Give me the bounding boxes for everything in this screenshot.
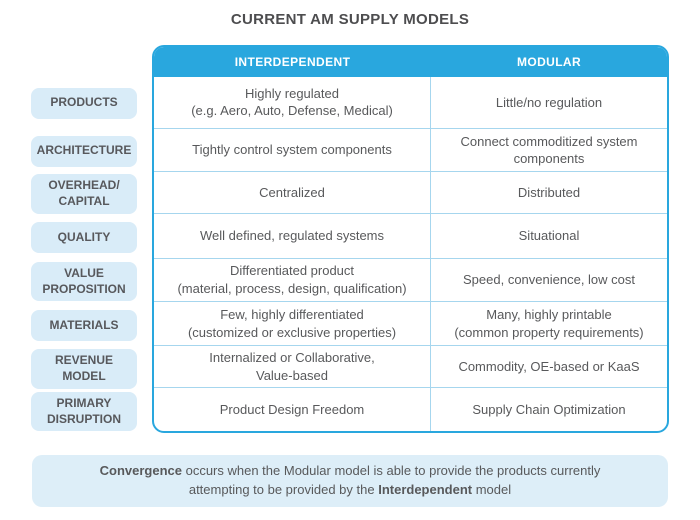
cell-overhead-interdependent: Centralized — [154, 172, 432, 214]
column-header-modular: MODULAR — [516, 55, 582, 69]
label-slot: PRIMARY DISRUPTION — [31, 390, 137, 433]
cell-disruption-interdependent: Product Design Freedom — [154, 388, 432, 431]
cell-revenue-interdependent: Internalized or Collaborative, Value-bas… — [154, 346, 432, 388]
convergence-term: Convergence — [99, 463, 182, 479]
row-label-value-proposition: VALUE PROPOSITION — [31, 261, 137, 302]
table-row-architecture: Tightly control system components Connec… — [154, 128, 667, 173]
row-label-quality: QUALITY — [31, 222, 137, 253]
cell-revenue-modular: Commodity, OE-based or KaaS — [458, 359, 640, 375]
cell-products-modular: Little/no regulation — [495, 94, 603, 110]
comparison-table: INTERDEPENDENT MODULAR Highly regulated … — [152, 45, 669, 433]
label-slot: REVENUE MODEL — [31, 348, 137, 390]
cell-quality-modular: Situational — [518, 228, 580, 244]
cell-quality-interdependent: Well defined, regulated systems — [154, 214, 432, 258]
row-labels-column: PRODUCTS ARCHITECTURE OVERHEAD/ CAPITAL … — [31, 77, 137, 433]
row-label-products: PRODUCTS — [31, 87, 137, 119]
table-row-value-proposition: Differentiated product (material, proces… — [154, 258, 667, 302]
table-row-quality: Well defined, regulated systems Situatio… — [154, 214, 667, 259]
table-row-revenue-model: Internalized or Collaborative, Value-bas… — [154, 346, 667, 389]
label-slot: MATERIALS — [31, 303, 137, 348]
label-slot: PRODUCTS — [31, 77, 137, 129]
convergence-text: model — [472, 482, 512, 497]
convergence-text: attempting to be provided by the — [188, 482, 379, 497]
table-row-overhead-capital: Centralized Distributed — [154, 172, 667, 215]
convergence-note-line2: attempting to be provided by the Interde… — [189, 481, 511, 500]
cell-architecture-modular: Connect commoditized system components — [460, 133, 638, 167]
label-slot: OVERHEAD/ CAPITAL — [31, 173, 137, 215]
cell-materials-interdependent: Few, highly differentiated (customized o… — [154, 301, 432, 346]
row-label-overhead-capital: OVERHEAD/ CAPITAL — [31, 174, 137, 214]
interdependent-term: Interdependent — [378, 482, 473, 497]
table-row-materials: Few, highly differentiated (customized o… — [154, 301, 667, 347]
label-slot: ARCHITECTURE — [31, 129, 137, 173]
page-title: CURRENT AM SUPPLY MODELS — [230, 11, 470, 28]
row-label-revenue-model: REVENUE MODEL — [31, 349, 137, 389]
table-row-products: Highly regulated (e.g. Aero, Auto, Defen… — [154, 77, 667, 129]
cell-overhead-modular: Distributed — [517, 185, 581, 201]
table-body: Highly regulated (e.g. Aero, Auto, Defen… — [154, 77, 667, 431]
cell-value-modular: Speed, convenience, low cost — [463, 272, 635, 288]
convergence-note-line1: Convergence occurs when the Modular mode… — [100, 462, 601, 481]
row-label-architecture: ARCHITECTURE — [31, 135, 137, 167]
row-label-materials: MATERIALS — [31, 310, 137, 341]
cell-architecture-interdependent: Tightly control system components — [154, 128, 432, 172]
column-header-interdependent: INTERDEPENDENT — [234, 55, 351, 69]
convergence-note: Convergence occurs when the Modular mode… — [32, 455, 668, 507]
cell-materials-modular: Many, highly printable (common property … — [454, 307, 644, 340]
cell-disruption-modular: Supply Chain Optimization — [472, 401, 626, 417]
label-slot: QUALITY — [31, 215, 137, 260]
cell-products-interdependent: Highly regulated (e.g. Aero, Auto, Defen… — [154, 77, 432, 128]
row-label-primary-disruption: PRIMARY DISRUPTION — [31, 391, 137, 432]
label-slot: VALUE PROPOSITION — [31, 260, 137, 303]
cell-value-interdependent: Differentiated product (material, proces… — [154, 258, 432, 301]
convergence-text: occurs when the Modular model is able to… — [181, 463, 601, 479]
table-row-primary-disruption: Product Design Freedom Supply Chain Opti… — [154, 388, 667, 431]
table-header: INTERDEPENDENT MODULAR — [154, 47, 667, 77]
